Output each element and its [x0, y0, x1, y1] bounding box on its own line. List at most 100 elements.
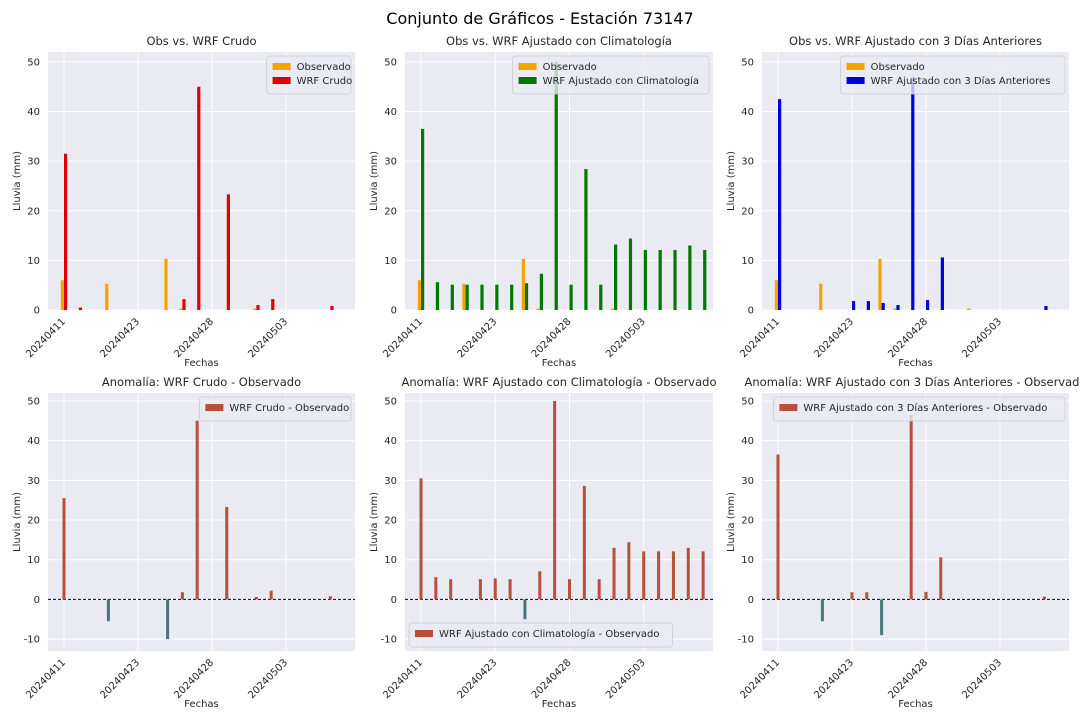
bar — [254, 597, 258, 600]
bar — [569, 284, 573, 310]
bar — [62, 498, 66, 600]
x-axis-label: Fechas — [898, 699, 933, 710]
y-tick-label: 10 — [27, 555, 40, 566]
chart-title: Anomalía: WRF Ajustado con Climatología … — [401, 375, 716, 389]
y-tick-label: 30 — [741, 476, 754, 487]
bar — [256, 305, 260, 310]
x-tick-label: 20240428 — [172, 316, 216, 360]
bar — [967, 308, 971, 310]
bar — [195, 420, 199, 600]
y-axis-label: Lluvia (mm) — [369, 492, 380, 552]
bar — [269, 590, 273, 600]
y-tick-label: 50 — [384, 57, 397, 68]
chart-title: Obs vs. WRF Ajustado con 3 Días Anterior… — [789, 34, 1042, 48]
legend-box — [198, 396, 352, 422]
x-tick-label: 20240423 — [98, 657, 142, 701]
bar — [642, 551, 646, 600]
x-tick-label: 20240423 — [812, 657, 856, 701]
y-axis-label: Lluvia (mm) — [726, 151, 737, 211]
y-tick-label: -10 — [381, 635, 397, 646]
bar — [778, 99, 782, 310]
chart-panel-4: -10 0 10 20 30 40 50 20240411 20240423 20240428 20… — [12, 375, 355, 710]
y-axis-label: Lluvia (mm) — [369, 151, 380, 211]
legend-swatch — [518, 63, 537, 70]
bar — [925, 300, 930, 310]
bar — [508, 579, 512, 600]
y-tick-label: 50 — [741, 57, 754, 68]
x-tick-label: 20240411 — [381, 657, 425, 701]
y-axis-label: Lluvia (mm) — [12, 151, 23, 211]
y-tick-label: 20 — [27, 206, 40, 217]
y-tick-label: 30 — [384, 476, 397, 487]
y-tick-label: 20 — [384, 206, 397, 217]
bar — [538, 571, 542, 600]
bar — [673, 249, 677, 310]
bar — [671, 551, 675, 600]
bar — [521, 258, 525, 310]
bar — [851, 301, 856, 310]
x-tick-label: 20240423 — [812, 316, 856, 360]
legend-label: WRF Ajustado con 3 Días Anteriores — [871, 75, 1051, 87]
bar — [850, 592, 854, 600]
y-tick-label: 10 — [27, 256, 40, 267]
bar — [567, 579, 571, 600]
plot-area — [48, 393, 355, 651]
bar — [417, 280, 421, 310]
legend-label: Observado — [297, 62, 351, 73]
bar — [166, 599, 170, 640]
y-axis-label: Lluvia (mm) — [726, 492, 737, 552]
legend-swatch — [779, 404, 798, 411]
bar — [271, 299, 275, 310]
legend-swatch — [272, 77, 291, 84]
bar — [896, 305, 900, 310]
y-tick-label: 0 — [34, 306, 40, 317]
x-tick-label: 20240503 — [246, 657, 290, 701]
y-tick-label: 20 — [741, 516, 754, 527]
x-tick-label: 20240428 — [886, 657, 930, 701]
bar — [686, 547, 690, 600]
chart-panel-6: -10 0 10 20 30 40 50 20240411 20240423 20240428 20… — [726, 375, 1080, 710]
legend-swatch — [415, 630, 433, 637]
plot-area — [762, 52, 1069, 310]
y-tick-label: 40 — [384, 436, 397, 447]
plot-area — [405, 393, 713, 651]
y-tick-label: 0 — [391, 306, 397, 317]
x-tick-label: 20240411 — [381, 316, 425, 360]
chart-panel-1: 0 10 20 30 40 50 20240411 20240423 20240428 20240… — [12, 34, 355, 369]
bar — [911, 76, 915, 310]
legend: Observado WRF Crudo — [266, 55, 352, 95]
legend-swatch — [846, 77, 865, 84]
y-tick-label: 0 — [391, 595, 397, 606]
x-tick-label: 20240428 — [886, 316, 930, 360]
y-tick-label: 0 — [34, 595, 40, 606]
y-tick-label: 40 — [27, 436, 40, 447]
bar — [924, 591, 928, 600]
x-tick-label: 20240503 — [246, 316, 290, 360]
x-axis-label: Fechas — [184, 699, 219, 710]
y-tick-label: 10 — [741, 256, 754, 267]
bar — [628, 238, 633, 310]
bar — [179, 308, 183, 310]
bar — [584, 169, 588, 310]
x-tick-label: 20240503 — [604, 316, 648, 360]
legend-label: WRF Crudo - Observado — [229, 403, 349, 414]
x-tick-label: 20240428 — [172, 657, 216, 701]
legend-label: WRF Ajustado con Climatología - Observad… — [439, 628, 660, 640]
bar — [106, 599, 110, 622]
y-tick-label: 50 — [384, 396, 397, 407]
x-axis-label: Fechas — [542, 358, 577, 369]
y-tick-label: 10 — [384, 256, 397, 267]
bar — [658, 249, 662, 310]
bar — [940, 257, 944, 310]
x-tick-label: 20240428 — [530, 316, 574, 360]
plot-area — [762, 393, 1069, 651]
bar — [880, 599, 884, 636]
bar — [493, 578, 497, 600]
y-tick-label: 30 — [27, 157, 40, 168]
y-tick-label: 20 — [741, 206, 754, 217]
legend: Observado WRF Ajustado con 3 Días Anterio… — [840, 55, 1066, 95]
bar — [939, 557, 943, 600]
bar — [60, 280, 64, 310]
y-tick-label: 10 — [741, 555, 754, 566]
x-tick-label: 20240411 — [24, 316, 68, 360]
